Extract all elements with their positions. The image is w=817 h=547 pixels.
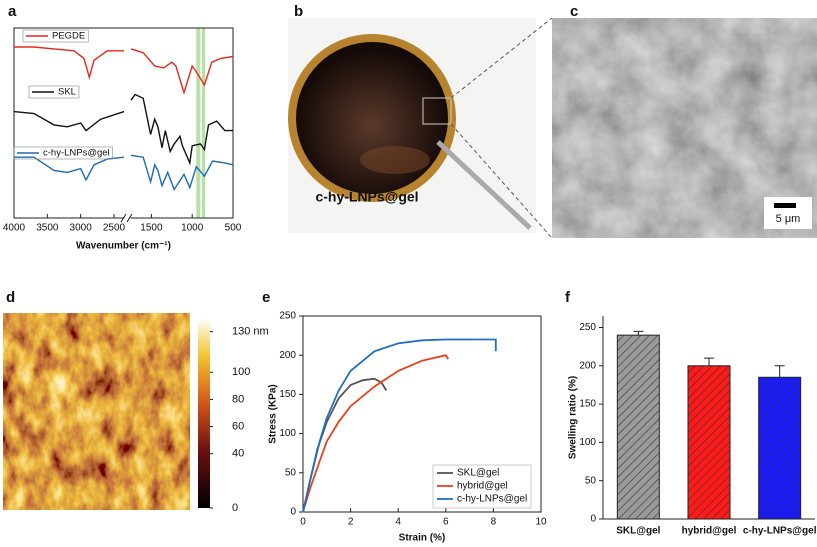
tweezer <box>436 140 532 230</box>
y-tick-label: 150 <box>579 399 596 410</box>
y-tick-label: 0 <box>290 507 296 518</box>
afm-image <box>3 313 190 510</box>
x-tick-label: 500 <box>225 223 242 234</box>
x-tick-label: 4000 <box>3 223 26 234</box>
y-tick-label: 200 <box>279 350 296 361</box>
legend-label: SKL@gel <box>457 468 499 479</box>
legend-label: c-hy-LNPs@gel <box>43 148 110 159</box>
spectrum <box>14 46 234 95</box>
zoom-box <box>422 97 452 125</box>
line <box>302 377 388 513</box>
x-tick-label: 2 <box>348 517 354 528</box>
x-tick-label: 4 <box>395 517 401 528</box>
panel-label: d <box>6 289 15 306</box>
x-tick-label: hybrid@gel <box>682 526 737 537</box>
x-axis-label: Strain (%) <box>399 533 446 544</box>
bar <box>687 365 731 520</box>
scale-label: 5 μm <box>776 213 801 225</box>
x-tick-label: 10 <box>535 517 547 528</box>
zoom-line <box>450 123 553 239</box>
axis-break <box>124 214 131 222</box>
colorbar-label: 130 nm <box>232 325 269 337</box>
bar <box>616 334 660 520</box>
axes-frame <box>302 315 542 513</box>
legend-label: c-hy-LNPs@gel <box>457 494 527 505</box>
x-tick-label: 1500 <box>140 223 163 234</box>
line <box>302 354 449 513</box>
colorbar-label: 0 <box>232 502 238 514</box>
panel-label: e <box>262 289 270 306</box>
y-tick-label: 0 <box>590 514 596 525</box>
bar <box>758 376 802 520</box>
panel-label: a <box>8 3 17 20</box>
zoom-line <box>450 17 553 99</box>
x-tick-label: 3500 <box>36 223 59 234</box>
x-tick-label: c-hy-LNPs@gel <box>743 526 817 537</box>
colorbar <box>198 318 210 508</box>
legend-label: SKL <box>58 87 76 98</box>
y-tick-label: 50 <box>585 475 597 486</box>
spectrum <box>13 93 233 166</box>
y-axis-label: Swelling ratio (%) <box>568 376 579 459</box>
colorbar-label: 40 <box>232 448 244 460</box>
y-tick-label: 50 <box>285 467 297 478</box>
x-tick-label: 1000 <box>181 223 204 234</box>
y-axis-label: Stress (KPa) <box>268 384 279 443</box>
axis-break-mark <box>120 213 133 223</box>
x-tick-label: 8 <box>491 517 497 528</box>
y-tick-label: 250 <box>579 322 596 333</box>
scale-bar <box>774 203 796 208</box>
y-tick-label: 100 <box>579 437 596 448</box>
line <box>302 338 497 513</box>
panel-label: c <box>570 3 578 20</box>
colorbar-label: 60 <box>232 420 244 432</box>
legend-box <box>22 29 89 43</box>
y-tick-label: 200 <box>579 360 596 371</box>
legend-label: hybrid@gel <box>457 481 508 492</box>
x-tick-label: 6 <box>443 517 449 528</box>
legend-box <box>28 85 80 99</box>
legend-box <box>13 146 113 160</box>
x-axis-label: Wavenumber (cm⁻¹) <box>76 241 171 252</box>
x-tick-label: 0 <box>300 517 306 528</box>
colorbar-label: 80 <box>232 393 244 405</box>
y-tick-label: 150 <box>279 389 296 400</box>
photo-label: c-hy-LNPs@gel <box>315 189 418 205</box>
panel-label: f <box>565 289 571 306</box>
scale-box <box>764 197 812 229</box>
band <box>201 28 206 218</box>
band <box>196 28 201 218</box>
y-tick-label: 100 <box>279 428 296 439</box>
y-tick-label: 250 <box>279 311 296 322</box>
dish <box>296 42 448 194</box>
x-tick-label: SKL@gel <box>616 526 660 537</box>
reflection <box>360 146 430 174</box>
error-bar <box>633 330 644 336</box>
x-tick-label: 2500 <box>103 223 126 234</box>
legend-label: PEGDE <box>52 31 85 42</box>
x-tick-label: 3000 <box>70 223 93 234</box>
error-bar <box>704 357 714 366</box>
error-bar <box>774 365 785 378</box>
panel-label: b <box>294 3 303 20</box>
spectrum <box>14 154 234 192</box>
colorbar-label: 100 <box>232 366 250 378</box>
